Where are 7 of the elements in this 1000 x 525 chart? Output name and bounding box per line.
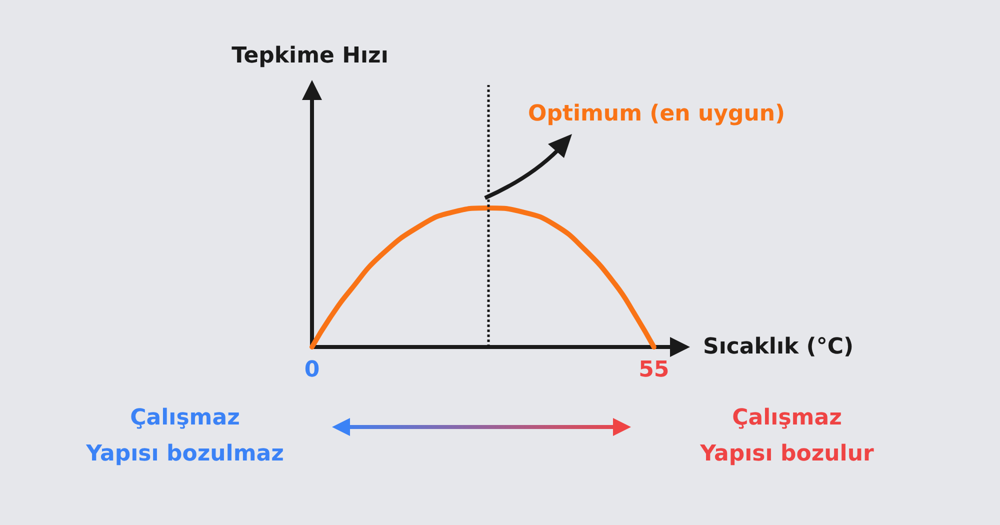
- text: Çalışmaz Yapısı bozulur: [699, 406, 874, 466]
- text: Tepkime Hızı: [232, 44, 388, 68]
- x-tick-label: 55: [638, 358, 670, 382]
- text: Çalışmaz Yapısı bozulmaz: [85, 406, 284, 466]
- x-tick-label: 0: [304, 358, 320, 382]
- text: Optimum (en uygun): [528, 102, 786, 126]
- x-axis-title: Sıcaklık (°C): [703, 334, 854, 360]
